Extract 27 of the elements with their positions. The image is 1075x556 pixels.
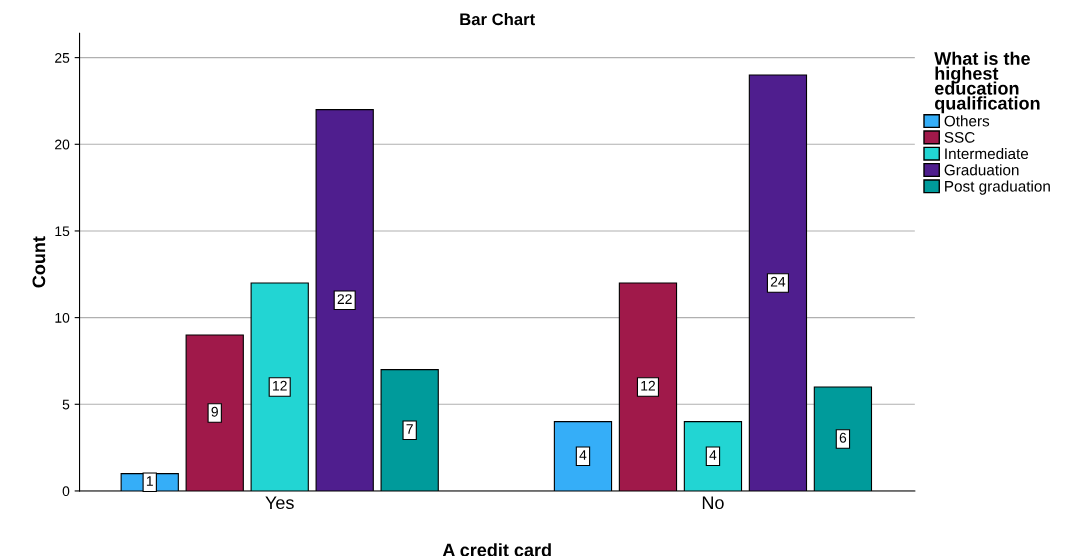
data-label: 7: [406, 424, 413, 434]
data-label: 24: [770, 276, 786, 287]
x-tick-label: Yes: [265, 496, 294, 510]
x-tick-label: No: [702, 496, 724, 510]
legend-label: Others: [944, 115, 990, 127]
y-axis-title: Count: [32, 236, 46, 288]
y-tick-label: 25: [55, 52, 70, 63]
data-label: 4: [579, 450, 587, 460]
legend-label: SSC: [944, 131, 975, 143]
data-label: 12: [641, 380, 655, 391]
x-axis-title: A credit card: [442, 543, 551, 556]
y-tick-label: 10: [55, 312, 70, 323]
data-label: 4: [709, 450, 717, 460]
data-label: 22: [337, 294, 352, 304]
data-label: 1: [146, 476, 153, 486]
data-label: 9: [211, 406, 218, 417]
data-label: 12: [273, 380, 287, 391]
y-tick-label: 5: [62, 399, 70, 410]
legend-label: Intermediate: [945, 147, 1029, 160]
data-label: 6: [839, 432, 847, 443]
y-tick-label: 15: [55, 226, 70, 237]
y-tick-label: 20: [55, 139, 70, 150]
y-tick-label: 0: [62, 486, 70, 497]
chart-title: Bar Chart: [460, 12, 535, 26]
legend-label: Post graduation: [945, 180, 1050, 195]
legend-title: What is the highest education qualification: [934, 51, 1040, 114]
legend-label: Graduation: [944, 164, 1019, 176]
